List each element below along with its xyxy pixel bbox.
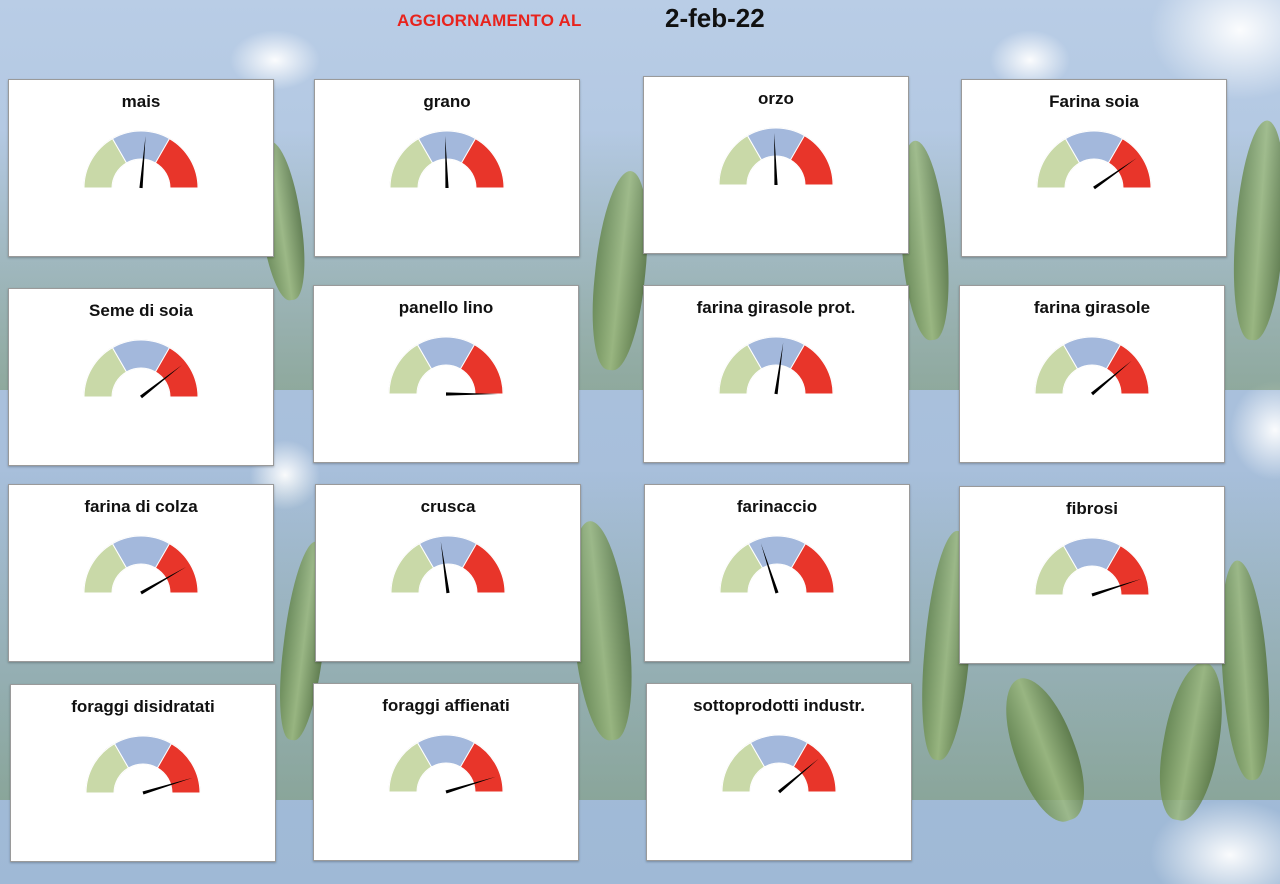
gauge-card: sottoprodotti industr.	[646, 683, 912, 861]
gauge-chart	[83, 535, 199, 595]
gauge-zone-3	[1107, 137, 1152, 189]
gauge-chart	[721, 734, 837, 794]
gauge-zone-3	[1105, 343, 1150, 395]
gauge-chart	[390, 535, 506, 594]
gauge-needle	[140, 364, 182, 399]
gauge-zone-3	[154, 137, 199, 189]
gauge-title: mais	[121, 92, 161, 111]
gauge-title: farina girasole prot.	[696, 298, 856, 317]
gauge-card: farina di colza	[8, 484, 274, 662]
gauge-card: foraggi disidratati	[10, 684, 276, 862]
gauge-needle	[440, 541, 450, 594]
gauge-chart	[389, 130, 505, 189]
gauge-chart	[1034, 336, 1150, 396]
gauge-card: panello lino	[313, 285, 579, 463]
gauge-zone-3	[460, 137, 505, 189]
gauge-chart	[718, 127, 834, 186]
gauge-zone-3	[461, 542, 506, 594]
gauge-zone-3	[459, 741, 504, 793]
gauge-zone-3	[154, 346, 199, 398]
gauge-card: Farina soia	[961, 79, 1227, 257]
gauge-needle	[1093, 158, 1137, 190]
gauge-zone-3	[154, 542, 199, 594]
gauge-needle	[1090, 360, 1132, 396]
gauge-zone-3	[156, 742, 201, 794]
gauge-title: Seme di soia	[89, 301, 193, 320]
gauge-zone-3	[459, 343, 504, 395]
gauge-title: fibrosi	[1066, 499, 1118, 518]
gauge-title: farina girasole	[1033, 298, 1151, 317]
gauge-zone-3	[790, 542, 835, 594]
gauge-title: farinaccio	[736, 497, 818, 516]
gauge-needle	[139, 136, 146, 189]
gauge-card: foraggi affienati	[313, 683, 579, 861]
gauge-title: orzo	[758, 89, 794, 108]
gauge-needle	[445, 136, 449, 189]
gauge-chart	[1034, 537, 1150, 597]
gauge-needle	[760, 543, 779, 594]
gauge-title: crusca	[420, 497, 476, 516]
gauge-needle	[774, 342, 784, 395]
gauge-card: grano	[314, 79, 580, 257]
gauge-needle	[140, 567, 187, 595]
gauge-title: foraggi affienati	[382, 696, 510, 715]
gauge-card: mais	[8, 79, 274, 257]
gauge-chart	[718, 336, 834, 395]
gauge-card: orzo	[643, 76, 909, 254]
gauge-needle	[446, 392, 498, 396]
gauge-chart	[83, 339, 199, 399]
gauge-needle	[774, 133, 778, 186]
gauge-card: fibrosi	[959, 486, 1225, 664]
gauge-title: foraggi disidratati	[71, 697, 215, 716]
gauge-chart	[388, 734, 504, 794]
gauge-chart	[83, 130, 199, 189]
gauge-zone-3	[789, 343, 834, 395]
gauge-title: sottoprodotti industr.	[693, 696, 865, 715]
gauge-card: farina girasole prot.	[643, 285, 909, 463]
gauge-card: Seme di soia	[8, 288, 274, 466]
gauge-needle	[142, 777, 193, 795]
update-date: 2-feb-22	[665, 3, 765, 33]
gauge-zone-3	[1105, 544, 1150, 596]
gauge-chart	[388, 336, 504, 396]
gauge-zone-3	[792, 741, 837, 793]
update-label: AGGIORNAMENTO AL	[397, 11, 582, 30]
gauge-needle	[777, 758, 819, 794]
gauge-zone-3	[789, 134, 834, 186]
gauge-card: farinaccio	[644, 484, 910, 662]
gauge-title: Farina soia	[1049, 92, 1139, 111]
gauge-title: farina di colza	[84, 497, 198, 516]
gauge-card: farina girasole	[959, 285, 1225, 463]
gauge-chart	[1036, 130, 1152, 190]
gauge-needle	[1091, 578, 1142, 597]
gauge-chart	[719, 535, 835, 594]
gauge-title: grano	[423, 92, 471, 111]
header: AGGIORNAMENTO AL 2-feb-22	[0, 0, 1280, 44]
gauge-card: crusca	[315, 484, 581, 662]
gauge-title: panello lino	[398, 298, 494, 317]
gauge-chart	[85, 735, 201, 795]
gauge-needle	[445, 776, 496, 794]
